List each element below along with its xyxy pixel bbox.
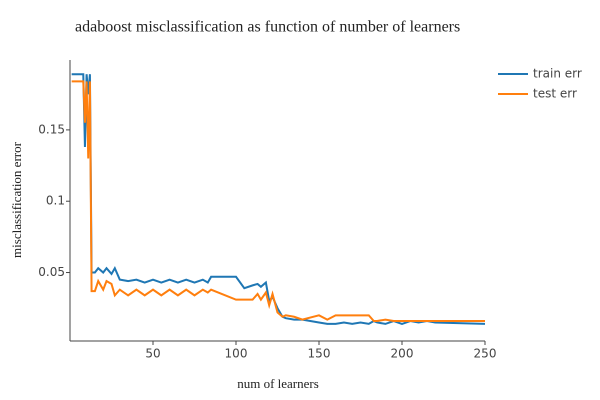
y-tick-label: 0.1 bbox=[46, 194, 65, 208]
y-tick-label: 0.05 bbox=[38, 265, 65, 279]
legend-label: train err bbox=[533, 67, 582, 81]
x-tick-label: 250 bbox=[474, 347, 497, 361]
legend-label: test err bbox=[533, 87, 577, 101]
chart-title: adaboost misclassification as function o… bbox=[75, 19, 460, 36]
line-series bbox=[71, 80, 485, 323]
x-tick-label: 200 bbox=[391, 347, 414, 361]
x-tick-label: 100 bbox=[225, 347, 248, 361]
y-tick-label: 0.15 bbox=[38, 122, 65, 136]
x-tick-label: 50 bbox=[145, 347, 160, 361]
x-axis-label: num of learners bbox=[237, 376, 319, 391]
y-axis-label: misclassification error bbox=[9, 141, 24, 258]
line-series bbox=[71, 73, 486, 325]
x-tick-label: 150 bbox=[308, 347, 331, 361]
